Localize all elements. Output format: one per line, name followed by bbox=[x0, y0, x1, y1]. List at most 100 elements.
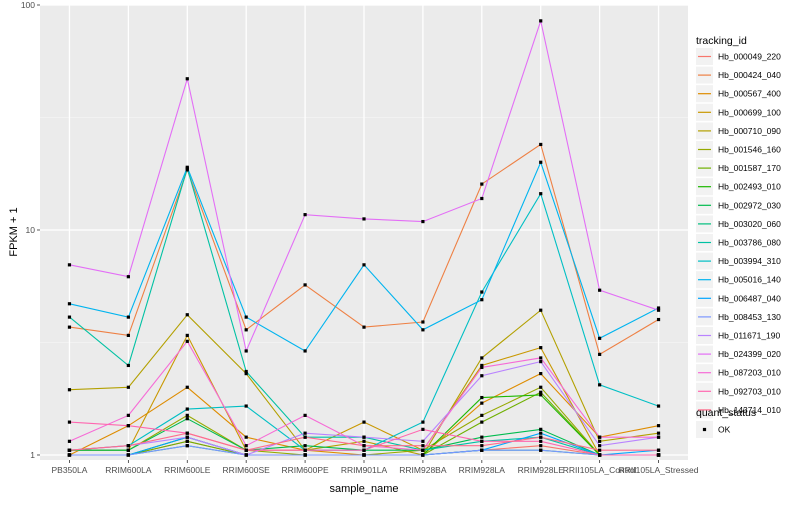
legend-label: Hb_002972_030 bbox=[718, 200, 781, 210]
data-point bbox=[126, 413, 130, 417]
data-point bbox=[303, 413, 307, 417]
shape-legend-marker bbox=[702, 427, 707, 432]
data-point bbox=[126, 448, 130, 452]
data-point bbox=[362, 435, 366, 439]
data-point bbox=[126, 363, 130, 368]
data-point bbox=[67, 263, 72, 267]
shape-legend-label: OK bbox=[718, 425, 731, 435]
data-point bbox=[539, 435, 543, 439]
data-point bbox=[244, 349, 248, 353]
data-point bbox=[185, 435, 189, 439]
data-point bbox=[244, 435, 248, 439]
data-point bbox=[539, 393, 543, 397]
data-point bbox=[480, 395, 484, 400]
x-tick-label: RRIM928LA bbox=[459, 465, 506, 475]
data-point bbox=[598, 453, 602, 457]
data-point bbox=[67, 325, 72, 329]
legend-label: Hb_000567_400 bbox=[718, 89, 781, 99]
x-tick-label: RRIM600LE bbox=[164, 465, 211, 475]
data-point bbox=[303, 453, 307, 457]
data-point bbox=[539, 439, 543, 443]
data-point bbox=[421, 448, 425, 452]
data-point bbox=[480, 420, 484, 424]
data-point bbox=[303, 349, 307, 353]
data-point bbox=[126, 444, 130, 448]
data-point bbox=[362, 448, 366, 452]
shape-legend-title: quant_status bbox=[696, 407, 756, 419]
legend-label: Hb_000699_100 bbox=[718, 107, 781, 117]
data-point bbox=[480, 298, 484, 302]
data-point bbox=[421, 453, 425, 457]
data-point bbox=[539, 346, 543, 350]
data-point bbox=[539, 385, 543, 389]
data-point bbox=[656, 453, 661, 457]
data-point bbox=[185, 333, 189, 338]
data-point bbox=[185, 407, 189, 411]
data-point bbox=[185, 165, 189, 169]
data-point bbox=[598, 352, 602, 356]
data-point bbox=[539, 372, 543, 376]
data-point bbox=[480, 356, 484, 360]
data-point bbox=[126, 453, 130, 457]
legend-label: Hb_000710_090 bbox=[718, 126, 781, 136]
data-point bbox=[126, 385, 130, 389]
data-point bbox=[67, 388, 72, 392]
data-point bbox=[362, 439, 366, 443]
x-tick-label: RRII105LA_Stressed bbox=[619, 465, 699, 475]
x-tick-label: RRIM928BA bbox=[399, 465, 447, 475]
data-point bbox=[303, 213, 307, 217]
legend-title: tracking_id bbox=[696, 35, 747, 47]
data-point bbox=[539, 308, 543, 312]
data-point bbox=[421, 219, 425, 224]
legend-label: Hb_011671_190 bbox=[718, 331, 781, 341]
data-point bbox=[244, 372, 248, 376]
data-point bbox=[480, 444, 484, 448]
data-point bbox=[303, 283, 307, 287]
data-point bbox=[67, 420, 72, 424]
data-point bbox=[421, 427, 425, 431]
data-point bbox=[244, 453, 248, 457]
data-point bbox=[185, 417, 189, 421]
data-point bbox=[598, 444, 602, 448]
legend-label: Hb_003786_080 bbox=[718, 238, 781, 248]
data-point bbox=[362, 325, 366, 329]
legend-label: Hb_143714_010 bbox=[718, 405, 781, 415]
data-point bbox=[539, 444, 543, 448]
data-point bbox=[362, 217, 366, 221]
data-point bbox=[185, 444, 189, 448]
legend-label: Hb_008453_130 bbox=[718, 312, 781, 322]
legend-label: Hb_000424_040 bbox=[718, 70, 781, 80]
data-point bbox=[67, 439, 72, 443]
data-point bbox=[480, 365, 484, 370]
legend-label: Hb_003020_060 bbox=[718, 219, 781, 229]
data-point bbox=[421, 420, 425, 424]
data-point bbox=[656, 308, 661, 312]
data-point bbox=[67, 448, 72, 452]
data-point bbox=[656, 424, 661, 428]
data-points bbox=[67, 19, 661, 457]
data-point bbox=[539, 390, 543, 394]
x-axis: PB350LA RRIM600LA RRIM600LE RRIM600SE RRIM60… bbox=[51, 460, 699, 475]
data-point bbox=[421, 320, 425, 324]
data-point bbox=[480, 413, 484, 417]
data-point bbox=[598, 288, 602, 292]
data-point bbox=[480, 435, 484, 439]
data-point bbox=[126, 333, 130, 338]
data-point bbox=[598, 336, 602, 340]
legend-label: Hb_092703_010 bbox=[718, 386, 781, 396]
legend-label: Hb_087203_010 bbox=[718, 368, 781, 378]
data-point bbox=[656, 448, 661, 452]
data-point bbox=[185, 77, 189, 81]
data-point bbox=[598, 439, 602, 443]
data-point bbox=[421, 444, 425, 448]
data-point bbox=[303, 448, 307, 452]
data-point bbox=[539, 427, 543, 431]
y-axis: 1 10 100 bbox=[21, 0, 40, 460]
data-point bbox=[421, 439, 425, 443]
data-point bbox=[185, 413, 189, 417]
x-tick-label: PB350LA bbox=[51, 465, 87, 475]
data-point bbox=[67, 453, 72, 457]
data-point bbox=[67, 315, 72, 319]
legend-label: Hb_024399_020 bbox=[718, 349, 781, 359]
data-point bbox=[598, 383, 602, 387]
